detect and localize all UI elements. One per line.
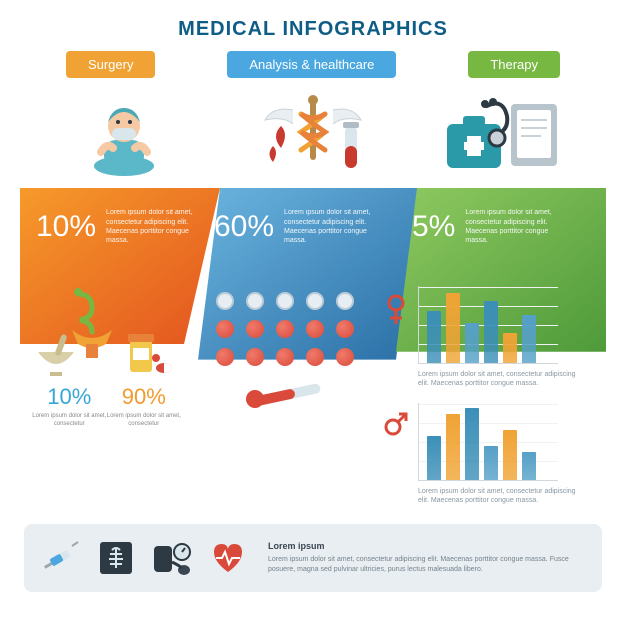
category-analysis: Analysis & healthcare bbox=[227, 51, 396, 78]
syringe-icon bbox=[42, 538, 82, 578]
female-symbol-icon bbox=[382, 286, 410, 328]
category-icon-row bbox=[30, 90, 596, 180]
chart-bar bbox=[427, 311, 441, 363]
band-lorem-2: Lorem ipsum dolor sit amet, consectetur … bbox=[465, 208, 560, 246]
caduceus-icon bbox=[228, 90, 398, 180]
dot bbox=[306, 292, 324, 310]
bottom-text: Lorem ipsum Lorem ipsum dolor sit amet, … bbox=[268, 541, 584, 575]
male-chart-lorem: Lorem ipsum dolor sit amet, consectetur … bbox=[418, 487, 588, 506]
dot bbox=[336, 348, 354, 366]
pharmacy-percent-pair: 10% Lorem ipsum dolor sit amet, consecte… bbox=[24, 384, 189, 429]
dot bbox=[216, 292, 234, 310]
chart-bar bbox=[465, 408, 479, 480]
dot bbox=[216, 348, 234, 366]
band-lorem-1: Lorem ipsum dolor sit amet, consectetur … bbox=[284, 208, 379, 246]
chart-bar bbox=[484, 301, 498, 363]
chart-bar bbox=[522, 452, 536, 480]
dot bbox=[276, 348, 294, 366]
category-row: Surgery Analysis & healthcare Therapy bbox=[30, 51, 596, 78]
bottom-heading: Lorem ipsum bbox=[268, 541, 584, 551]
female-chart: Lorem ipsum dolor sit amet, consectetur … bbox=[418, 286, 588, 389]
charts-block: Lorem ipsum dolor sit amet, consectetur … bbox=[382, 286, 602, 506]
pharmacy-left-col: 10% Lorem ipsum dolor sit amet, consecte… bbox=[32, 384, 107, 429]
chart-bar bbox=[465, 323, 479, 363]
chart-bar bbox=[503, 430, 517, 480]
dot bbox=[246, 292, 264, 310]
band-segment-therapy: 5% Lorem ipsum dolor sit amet, consectet… bbox=[396, 188, 606, 266]
dot-matrix-block bbox=[203, 286, 368, 506]
male-chart: Lorem ipsum dolor sit amet, consectetur … bbox=[418, 403, 588, 506]
blood-pressure-icon bbox=[150, 538, 194, 578]
pharmacy-icons bbox=[24, 286, 189, 378]
dot bbox=[276, 292, 294, 310]
chart-bar bbox=[484, 446, 498, 480]
xray-icon bbox=[96, 538, 136, 578]
band-percent-1: 60% bbox=[214, 210, 274, 244]
thermometer-icon bbox=[203, 380, 368, 410]
pharmacy-left-percent: 10% bbox=[32, 384, 107, 410]
band-lorem-0: Lorem ipsum dolor sit amet, consectetur … bbox=[106, 208, 201, 246]
male-chart-row: Lorem ipsum dolor sit amet, consectetur … bbox=[382, 403, 602, 506]
dot bbox=[336, 292, 354, 310]
band-percent-0: 10% bbox=[36, 210, 96, 244]
pharmacy-right-col: 90% Lorem ipsum dolor sit amet, consecte… bbox=[107, 384, 182, 429]
pharmacy-block: 10% Lorem ipsum dolor sit amet, consecte… bbox=[24, 286, 189, 506]
bottom-icon-row bbox=[42, 538, 248, 578]
category-therapy: Therapy bbox=[468, 51, 560, 78]
female-chart-lorem: Lorem ipsum dolor sit amet, consectetur … bbox=[418, 370, 588, 389]
chart-bar bbox=[427, 436, 441, 480]
percent-band: 10% Lorem ipsum dolor sit amet, consecte… bbox=[20, 188, 606, 266]
chart-bar bbox=[503, 333, 517, 363]
surgeon-icon bbox=[39, 90, 209, 180]
bottom-paragraph: Lorem ipsum dolor sit amet, consectetur … bbox=[268, 555, 584, 575]
pharmacy-right-percent: 90% bbox=[107, 384, 182, 410]
pharmacy-right-lorem: Lorem ipsum dolor sit amet, consectetur bbox=[107, 413, 182, 429]
dot bbox=[246, 348, 264, 366]
dot bbox=[216, 320, 234, 338]
female-chart-row: Lorem ipsum dolor sit amet, consectetur … bbox=[382, 286, 602, 389]
heart-icon bbox=[208, 538, 248, 578]
chart-bar bbox=[446, 293, 460, 363]
band-percent-2: 5% bbox=[412, 210, 455, 244]
band-segment-surgery: 10% Lorem ipsum dolor sit amet, consecte… bbox=[20, 188, 220, 266]
dot bbox=[246, 320, 264, 338]
dot-grid bbox=[203, 292, 368, 368]
bottom-panel: Lorem ipsum Lorem ipsum dolor sit amet, … bbox=[24, 524, 602, 592]
middle-section: 10% Lorem ipsum dolor sit amet, consecte… bbox=[24, 286, 602, 506]
chart-bar bbox=[522, 315, 536, 363]
male-symbol-icon bbox=[382, 403, 410, 437]
chart-bar bbox=[446, 414, 460, 480]
page-title: MEDICAL INFOGRAPHICS bbox=[0, 0, 626, 41]
band-segment-analysis: 60% Lorem ipsum dolor sit amet, consecte… bbox=[198, 188, 418, 266]
dot bbox=[276, 320, 294, 338]
dot bbox=[306, 320, 324, 338]
dot bbox=[306, 348, 324, 366]
pharmacy-left-lorem: Lorem ipsum dolor sit amet, consectetur bbox=[32, 413, 107, 429]
therapy-kit-icon bbox=[417, 90, 587, 180]
category-surgery: Surgery bbox=[66, 51, 156, 78]
dot bbox=[336, 320, 354, 338]
